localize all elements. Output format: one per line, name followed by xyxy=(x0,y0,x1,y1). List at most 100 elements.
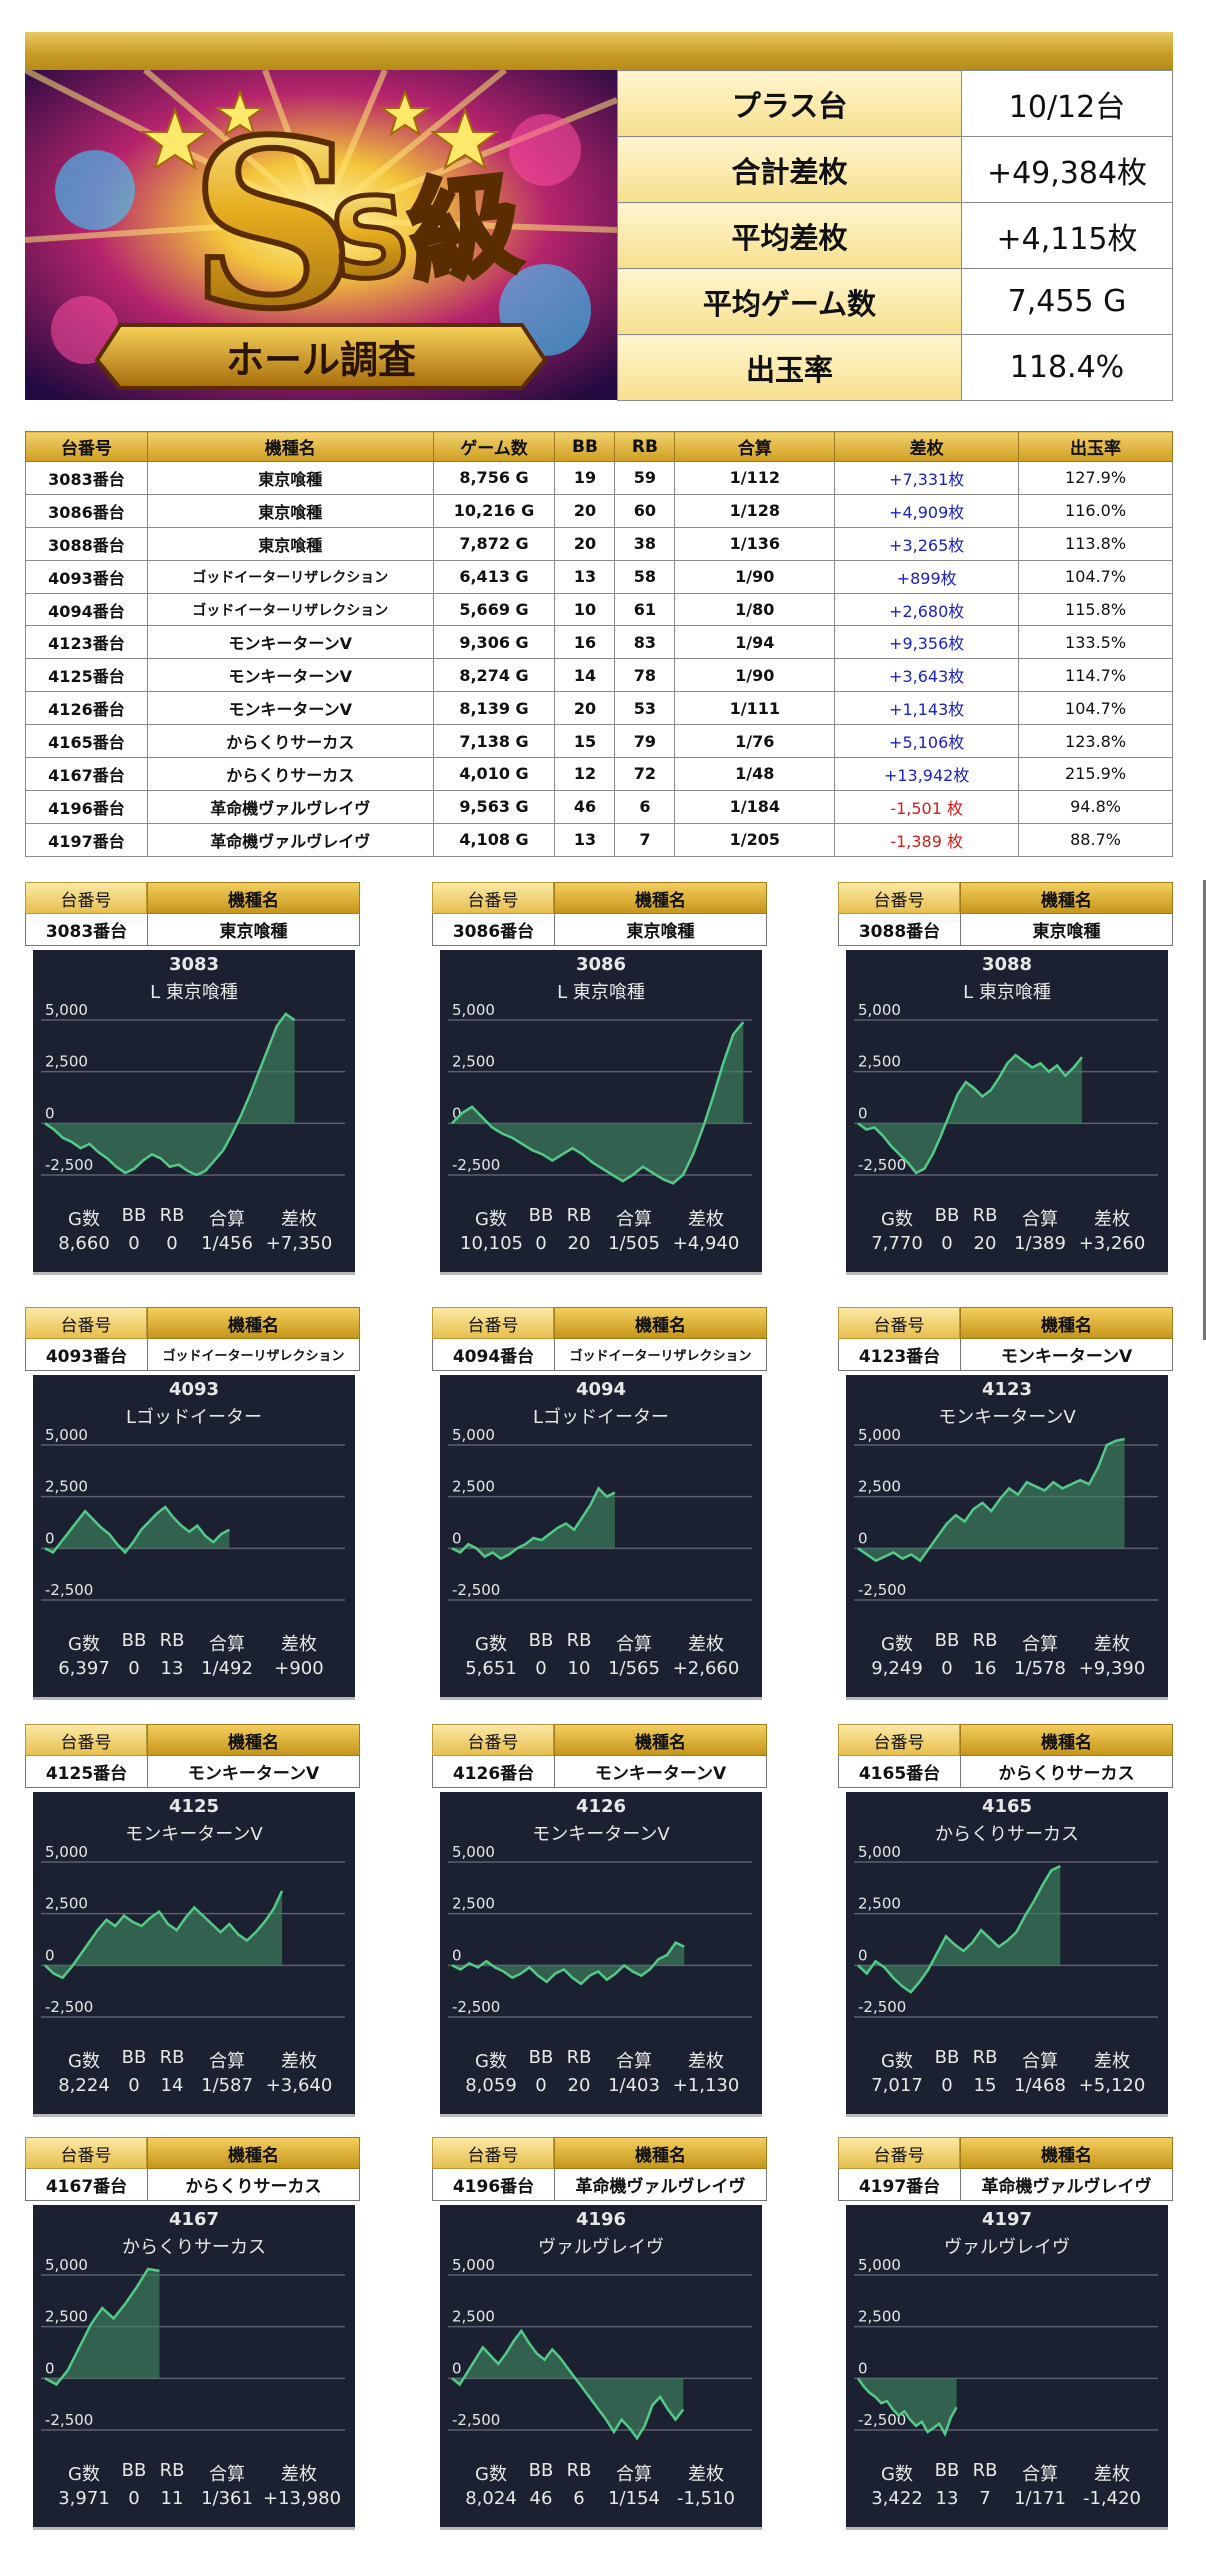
stats-labels: G数 BB RB 合算 差枚 xyxy=(440,1630,762,1656)
table-cell: 10 xyxy=(554,592,616,627)
machine-card-4094: 台番号 機種名 4094番台 ゴッドイーターリザレクション 5,000 2,500 0 -… xyxy=(432,1307,767,1700)
scrollbar-track[interactable] xyxy=(1203,880,1206,1340)
table-row: 4125番台 モンキーターンV 8,274 G 14 78 1/90 +3,643枚 114.… xyxy=(25,658,1173,693)
chart-title: 4196 xyxy=(575,2209,627,2230)
y-tick-label: -2,500 xyxy=(858,1581,906,1599)
stat-rb: 11 xyxy=(160,2488,184,2509)
table-cell: 13 xyxy=(554,559,616,594)
series-line xyxy=(44,1505,230,1555)
slump-chart: 5,000 2,500 0 -2,500 3086 L 東京喰種 G数 BB RB 合… xyxy=(440,950,762,1272)
table-cell: 6,413 G xyxy=(432,559,556,594)
card-header-name: 機種名 xyxy=(147,1724,360,1756)
stat-g: 8,224 xyxy=(58,2075,110,2096)
card-divider xyxy=(33,2114,355,2117)
stat-label-g: G数 xyxy=(68,1209,100,1230)
stat-label-bb: BB xyxy=(528,2460,554,2481)
card-machine: 東京喰種 xyxy=(626,922,695,942)
table-cell: 123.8% xyxy=(1018,724,1173,759)
card-header-number: 台番号 xyxy=(25,2137,147,2169)
stat-gs: 1/171 xyxy=(1014,2488,1066,2509)
stat-label-gs: 合算 xyxy=(1022,2464,1058,2485)
table-cell: 1/136 xyxy=(674,526,836,561)
table-cell: 46 xyxy=(554,789,616,824)
card-divider xyxy=(440,1697,762,1700)
table-row: 4093番台 ゴッドイーターリザレクション 6,413 G 13 58 1/90 +899枚… xyxy=(25,559,1173,594)
card-divider xyxy=(33,2527,355,2530)
card-machine: モンキーターンV xyxy=(187,1764,320,1784)
stats-values: 8,059 0 20 1/403 +1,130 xyxy=(440,2075,762,2096)
chart-subtitle: からくりサーカス xyxy=(122,2237,266,2258)
table-cell: 20 xyxy=(554,493,616,528)
card-unit: 4167番台 xyxy=(26,2169,148,2200)
table-cell: 94.8% xyxy=(1018,789,1173,824)
stat-diff: +9,390 xyxy=(1078,1658,1146,1679)
card-header-name: 機種名 xyxy=(554,1724,767,1756)
table-cell: +3,643枚 xyxy=(834,658,1020,693)
summary-row: 出玉率 118.4% xyxy=(617,334,1173,401)
table-cell: 20 xyxy=(554,526,616,561)
table-cell: 3088番台 xyxy=(25,526,148,561)
card-header-number: 台番号 xyxy=(25,882,147,914)
table-cell: 14 xyxy=(554,658,616,693)
y-tick-label: 2,500 xyxy=(452,2308,495,2326)
table-cell: 88.7% xyxy=(1018,822,1173,857)
card-machine: 革命機ヴァルヴレイヴ xyxy=(981,2177,1152,2197)
chart-plot: 5,000 2,500 0 -2,500 xyxy=(854,1001,1158,1176)
card-unit: 4094番台 xyxy=(433,1339,555,1370)
svg-text:S級: S級 xyxy=(324,159,526,306)
y-tick-label: -2,500 xyxy=(452,1156,500,1174)
card-unit: 4123番台 xyxy=(839,1339,961,1370)
table-cell: モンキーターンV xyxy=(146,625,434,660)
stat-label-rb: RB xyxy=(159,2047,185,2068)
machine-card-3083: 台番号 機種名 3083番台 東京喰種 5,000 2,500 0 -2,500 3083… xyxy=(25,882,360,1275)
stat-label-gs: 合算 xyxy=(209,2051,245,2072)
y-tick-label: 5,000 xyxy=(452,1001,495,1019)
stat-label-g: G数 xyxy=(881,2464,913,2485)
stats-values: 8,024 46 6 1/154 -1,510 xyxy=(440,2488,762,2509)
stats-values: 8,224 0 14 1/587 +3,640 xyxy=(33,2075,355,2096)
series-line xyxy=(856,2377,958,2438)
table-row: 3086番台 東京喰種 10,216 G 20 60 1/128 +4,909枚 116.0% xyxy=(25,493,1173,528)
stat-label-g: G数 xyxy=(881,1209,913,1230)
stat-bb: 0 xyxy=(128,1658,140,1679)
stats-values: 7,770 0 20 1/389 +3,260 xyxy=(846,1233,1168,1254)
chart-subtitle: ヴァルヴレイヴ xyxy=(944,2237,1070,2258)
card-header-number: 台番号 xyxy=(838,1307,960,1339)
stat-label-diff: 差枚 xyxy=(688,1634,724,1655)
stat-gs: 1/578 xyxy=(1014,1658,1066,1679)
card-machine: 革命機ヴァルヴレイヴ xyxy=(575,2177,746,2197)
table-cell: ゴッドイーターリザレクション xyxy=(146,559,434,594)
stats-values: 6,397 0 13 1/492 +900 xyxy=(33,1658,355,1679)
stat-label-diff: 差枚 xyxy=(1094,2464,1130,2485)
y-tick-label: 5,000 xyxy=(858,2256,901,2274)
table-cell: 19 xyxy=(554,461,616,495)
slump-chart: 5,000 2,500 0 -2,500 4167 からくりサーカス G数 BB RB… xyxy=(33,2205,355,2527)
stat-label-gs: 合算 xyxy=(1022,2051,1058,2072)
table-cell: 16 xyxy=(554,625,616,660)
series-line xyxy=(44,2267,160,2387)
table-row: 4167番台 からくりサーカス 4,010 G 12 72 1/48 +13,942枚 215… xyxy=(25,757,1173,791)
y-tick-label: 2,500 xyxy=(858,1895,901,1913)
stat-diff: +13,980 xyxy=(263,2488,342,2509)
table-cell: -1,501 枚 xyxy=(834,789,1020,824)
card-unit: 3088番台 xyxy=(839,914,961,945)
stat-bb: 13 xyxy=(935,2488,959,2509)
stat-label-gs: 合算 xyxy=(616,2051,652,2072)
card-header-number: 台番号 xyxy=(432,1307,554,1339)
stats-values: 5,651 0 10 1/565 +2,660 xyxy=(440,1658,762,1679)
y-tick-label: 5,000 xyxy=(452,1426,495,1444)
chart-subtitle: L 東京喰種 xyxy=(150,982,238,1003)
table-cell: +2,680枚 xyxy=(834,592,1020,627)
card-machine: 東京喰種 xyxy=(219,922,288,942)
series-area xyxy=(858,1055,1082,1173)
summary-row: プラス台 10/12台 xyxy=(617,70,1173,137)
y-tick-label: 5,000 xyxy=(858,1843,901,1861)
stat-label-gs: 合算 xyxy=(1022,1209,1058,1230)
stat-label-bb: BB xyxy=(934,2047,960,2068)
stat-label-gs: 合算 xyxy=(616,1209,652,1230)
stat-bb: 0 xyxy=(128,1233,140,1254)
card-unit: 4196番台 xyxy=(433,2169,555,2200)
stat-label-bb: BB xyxy=(934,2460,960,2481)
card-divider xyxy=(440,2114,762,2117)
s-rank-banner: S S級 ホール調査 xyxy=(25,70,617,400)
